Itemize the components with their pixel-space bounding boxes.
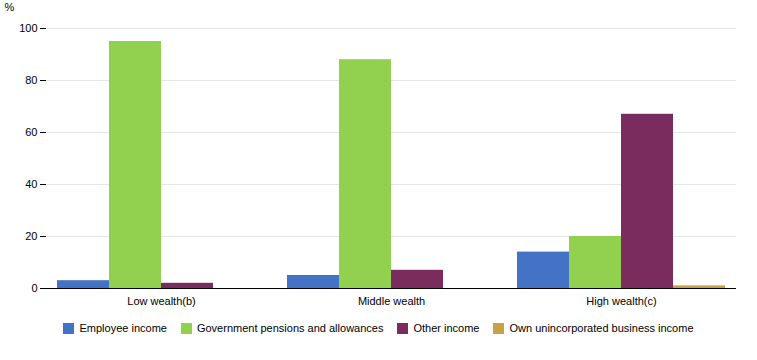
html-text:Employee income: Employee income (79, 322, 167, 334)
svg-text:80: 80 (25, 74, 37, 86)
svg-text:0: 0 (31, 282, 37, 294)
svg-text:60: 60 (25, 126, 37, 138)
svg-text:40: 40 (25, 178, 37, 190)
html-text:Other income: Other income (413, 322, 480, 334)
svg-text:100: 100 (19, 22, 37, 34)
html-text:Own unincorporated business in: Own unincorporated business income (509, 322, 694, 334)
svg-text:20: 20 (25, 230, 37, 242)
svg-text:High wealth(c): High wealth(c) (586, 295, 656, 307)
svg-text:%: % (5, 1, 15, 13)
svg-text:Middle wealth: Middle wealth (358, 295, 425, 307)
svg-text:Low wealth(b): Low wealth(b) (127, 295, 195, 307)
html-text:Government pensions and allowa: Government pensions and allowances (196, 322, 384, 334)
